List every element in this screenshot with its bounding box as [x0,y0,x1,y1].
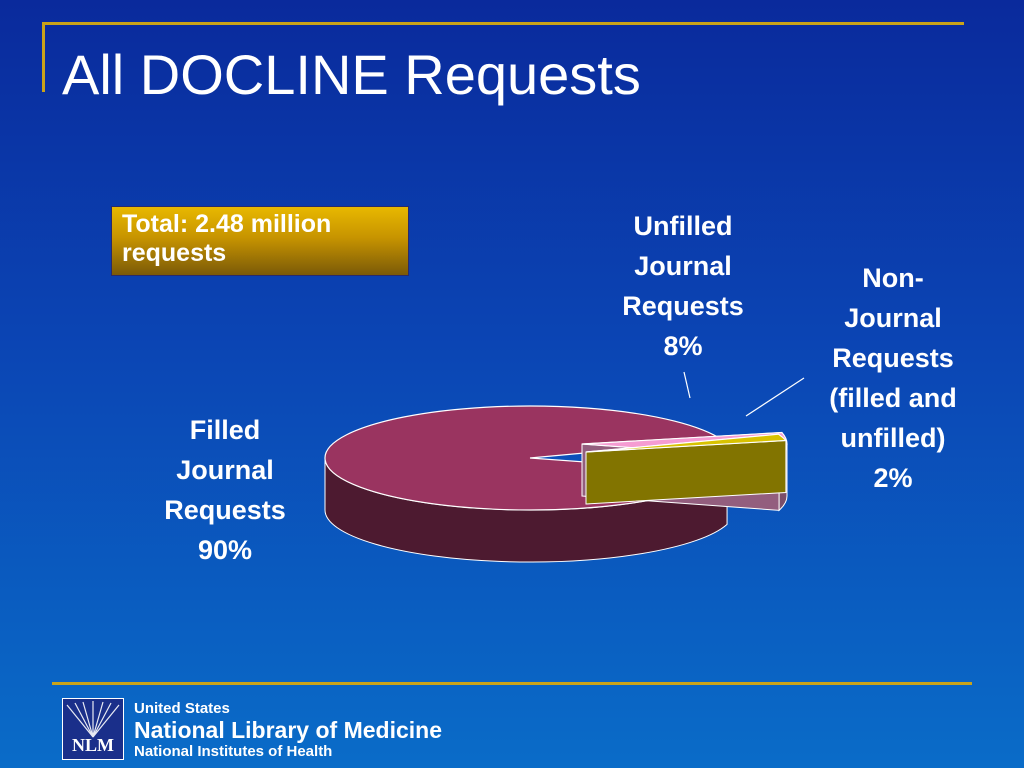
total-callout: Total: 2.48 million requests [111,206,409,276]
org-line-3: National Institutes of Health [134,743,333,760]
slice-label-line: unfilled) [840,423,946,453]
leader-line [683,371,691,399]
slice-label-line: Journal [176,455,274,485]
slice-label-line: Unfilled [633,211,733,241]
slice-label-non-journal: Non- Journal Requests (filled and unfilled) 2… [808,258,978,498]
slice-label-line: Non- [862,263,924,293]
org-line-1: United States [134,700,230,717]
logo-text: NLM [72,735,114,755]
slice-label-line: Requests [832,343,954,373]
slice-label-line: Filled [189,415,261,445]
leader-line [745,377,805,417]
slice-label-line: Requests [622,291,744,321]
slice-label-line: Journal [844,303,942,333]
footer-divider [52,682,972,685]
slice-label-line: (filled and [829,383,957,413]
title-accent-line [42,22,964,25]
organization-name: United States National Library of Medici… [134,700,442,760]
slice-label-line: 8% [663,331,703,361]
org-line-2: National Library of Medicine [134,717,442,743]
title-accent-bar [42,22,45,92]
pie-slice [585,433,788,453]
slice-label-line: Journal [634,251,732,281]
slide-title: All DOCLINE Requests [62,43,641,106]
slice-label-line: 2% [873,463,913,493]
slice-label-unfilled: Unfilled Journal Requests 8% [598,206,768,366]
nlm-logo: NLM [62,698,124,760]
sunburst-icon [66,701,120,738]
slice-label-filled: Filled Journal Requests 90% [140,410,310,570]
slice-label-line: 90% [197,535,253,565]
slice-label-line: Requests [164,495,286,525]
